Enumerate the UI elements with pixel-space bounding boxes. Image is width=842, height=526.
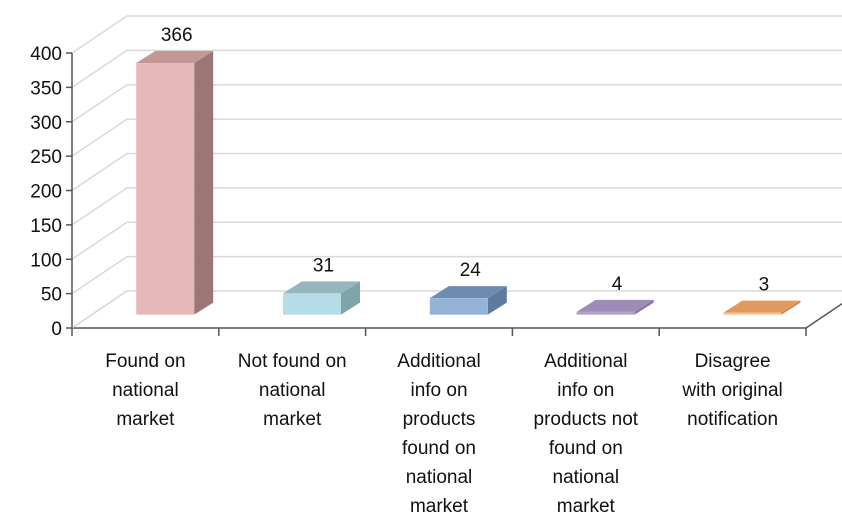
y-tick-label: 0 [51,319,62,340]
category-label-line: national [112,380,179,401]
bar-side [487,286,507,315]
category-label-line: with original [681,380,782,401]
data-label: 3 [759,275,770,296]
category-label-line: found on [549,438,623,459]
data-label: 31 [313,255,334,276]
category-label-line: market [263,409,322,430]
gridline [71,49,842,88]
bar-top [283,281,360,294]
y-tick-label: 50 [41,285,62,306]
category-label-line: Additional [397,351,480,372]
category-labels: Found on national market Not found on nation… [105,351,783,517]
bar-side [781,300,801,315]
bar-front [576,311,635,315]
bar-top [136,51,214,64]
gridline [71,84,842,123]
bar-front [723,312,782,315]
category-label: Found on national market [105,351,185,430]
floor-edge [805,302,842,329]
category-label-line: products [403,409,476,430]
gridline [71,187,842,226]
category-label-line: products not [534,409,639,430]
category-label-line: Not found on [238,351,347,372]
bar [136,51,214,315]
axes [66,52,842,336]
category-label-line: info on [557,380,614,401]
bar-side [194,51,214,315]
data-labels: 366 31 24 4 3 [161,25,769,296]
category-label: Disagree with original notification [681,351,782,430]
category-label-line: found on [402,438,476,459]
category-label-line: national [259,380,326,401]
gridline [71,118,842,157]
y-tick-label: 400 [30,44,62,65]
data-label: 24 [460,260,482,281]
data-label: 4 [612,274,623,295]
bar-front [283,293,341,315]
y-tick-label: 200 [30,182,62,203]
bar-top [429,286,507,299]
category-label-line: info on [410,380,467,401]
category-label-line: notification [687,409,778,430]
gridline [71,255,842,295]
category-label-line: Found on [105,351,185,372]
category-label: Not found on national market [238,351,347,430]
bar-front [136,63,195,315]
bar-side [634,299,654,315]
bar [723,300,801,315]
gridline [71,221,842,260]
grid-lines [71,15,842,329]
category-label: Additional info on products not found on nat… [534,351,639,517]
y-tick-label: 300 [30,113,62,134]
category-label-line: Disagree [695,351,771,372]
category-label: Additional info on products found on nationa… [397,351,480,517]
category-label-line: market [557,496,616,517]
y-tick-label: 350 [30,78,62,99]
bar-top [576,299,654,312]
gridline [71,152,842,192]
category-label-line: national [406,467,473,488]
bars [136,51,801,315]
bar-top [723,300,801,313]
y-axis-tick-labels: 0 50 100 150 200 250 300 350 400 [30,44,62,340]
floor-edge [71,290,128,329]
bar-side [341,281,360,315]
category-label-line: national [553,467,620,488]
y-tick-label: 100 [30,250,62,271]
bar-front [429,298,488,315]
bar [283,281,360,315]
category-label-line: market [116,409,175,430]
bar [576,299,654,315]
bar [429,286,507,315]
y-tick-label: 250 [30,147,62,168]
gridline [71,15,842,54]
data-label: 366 [161,25,193,46]
category-label-line: Additional [544,351,627,372]
y-tick-label: 150 [30,216,62,237]
category-label-line: market [410,496,469,517]
